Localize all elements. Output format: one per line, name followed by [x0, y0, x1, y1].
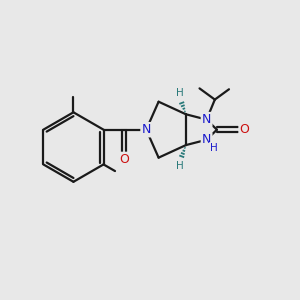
- Text: H: H: [210, 143, 218, 153]
- Text: O: O: [240, 123, 250, 136]
- Text: H: H: [176, 161, 184, 171]
- Text: O: O: [119, 153, 129, 166]
- Text: H: H: [176, 88, 184, 98]
- Text: N: N: [202, 113, 211, 126]
- Text: N: N: [142, 123, 151, 136]
- Text: N: N: [202, 133, 211, 146]
